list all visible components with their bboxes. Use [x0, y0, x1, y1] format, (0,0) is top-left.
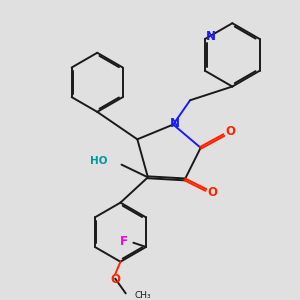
Text: F: F: [120, 235, 128, 248]
Text: N: N: [206, 30, 216, 44]
Text: HO: HO: [90, 157, 108, 166]
Text: O: O: [225, 125, 235, 138]
Text: O: O: [110, 273, 120, 286]
Text: O: O: [207, 186, 217, 199]
Text: CH₃: CH₃: [134, 291, 151, 300]
Text: N: N: [170, 117, 180, 130]
